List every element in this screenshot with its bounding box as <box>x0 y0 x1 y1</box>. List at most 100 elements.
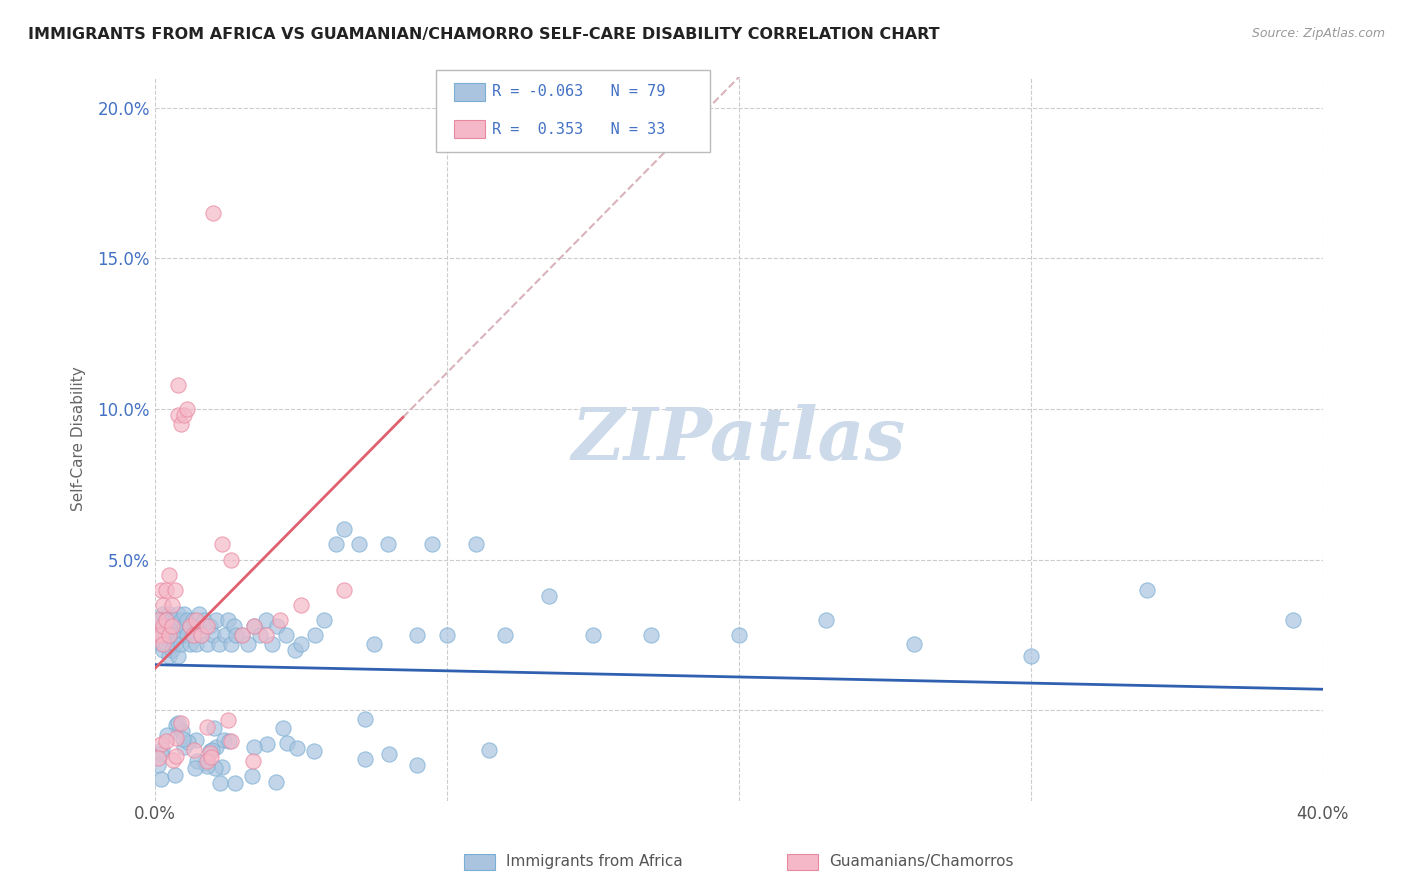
Point <box>214 628 236 642</box>
Point <box>149 747 172 761</box>
Point <box>1282 613 1305 627</box>
Point <box>157 628 180 642</box>
Point <box>478 742 501 756</box>
Point <box>183 761 205 775</box>
Point <box>183 743 205 757</box>
Point <box>290 637 312 651</box>
Point <box>163 768 186 782</box>
Point <box>269 613 291 627</box>
Point <box>266 775 288 789</box>
Point <box>152 598 174 612</box>
Point <box>160 643 183 657</box>
Point <box>200 749 222 764</box>
Point <box>205 613 228 627</box>
Point <box>152 619 174 633</box>
Point <box>211 537 233 551</box>
Point <box>172 724 194 739</box>
Point <box>167 628 190 642</box>
Point <box>256 737 278 751</box>
Point <box>243 619 266 633</box>
Point <box>271 722 294 736</box>
Point <box>254 613 277 627</box>
Point <box>157 607 180 621</box>
Point <box>582 628 605 642</box>
Text: R =  0.353   N = 33: R = 0.353 N = 33 <box>492 122 665 136</box>
Point <box>284 643 307 657</box>
Point <box>903 637 925 651</box>
Point <box>173 739 195 754</box>
Point <box>160 598 183 612</box>
Text: Immigrants from Africa: Immigrants from Africa <box>506 855 683 869</box>
Point <box>208 637 231 651</box>
Point <box>149 613 172 627</box>
Point <box>181 613 204 627</box>
Point <box>157 619 180 633</box>
Point <box>208 776 231 790</box>
Point <box>165 619 187 633</box>
Point <box>260 637 283 651</box>
Point <box>187 607 209 621</box>
Point <box>160 619 183 633</box>
Point <box>194 756 217 770</box>
Point <box>146 751 169 765</box>
Point <box>254 628 277 642</box>
Point <box>157 628 180 642</box>
Point <box>165 637 187 651</box>
Point <box>249 628 271 642</box>
Point <box>217 613 239 627</box>
Point <box>204 739 226 754</box>
Point <box>176 401 198 416</box>
Point <box>155 637 177 651</box>
Point <box>290 598 312 612</box>
Point <box>276 736 298 750</box>
Point <box>170 628 193 642</box>
Point <box>218 733 240 747</box>
Point <box>152 628 174 642</box>
Point <box>177 735 200 749</box>
Point <box>325 537 347 551</box>
Point <box>184 732 207 747</box>
Point <box>149 637 172 651</box>
Point <box>198 743 221 757</box>
Point <box>231 628 253 642</box>
Point <box>146 628 169 642</box>
Point <box>190 628 212 642</box>
Point <box>176 613 198 627</box>
Point <box>302 744 325 758</box>
Point <box>157 648 180 663</box>
Text: ZIPatlas: ZIPatlas <box>572 403 905 475</box>
Point <box>195 720 218 734</box>
Point <box>160 628 183 642</box>
Point <box>464 537 486 551</box>
Point <box>211 760 233 774</box>
Point <box>333 582 356 597</box>
Text: R = -0.063   N = 79: R = -0.063 N = 79 <box>492 85 665 99</box>
Point <box>200 746 222 760</box>
Point <box>165 718 187 732</box>
Point <box>242 755 264 769</box>
Point <box>170 613 193 627</box>
Point <box>266 619 288 633</box>
Point <box>219 734 242 748</box>
Point <box>285 740 308 755</box>
Point <box>377 537 399 551</box>
Point <box>406 628 429 642</box>
Point <box>304 628 326 642</box>
Point <box>146 619 169 633</box>
Point <box>165 613 187 627</box>
Point <box>155 613 177 627</box>
Point <box>150 737 173 751</box>
Point <box>333 523 356 537</box>
Point <box>1136 582 1159 597</box>
Point <box>200 743 222 757</box>
Point <box>353 751 375 765</box>
Point <box>202 628 225 642</box>
Point <box>149 628 172 642</box>
Point <box>378 747 401 761</box>
Point <box>204 761 226 775</box>
Point <box>184 613 207 627</box>
Point <box>173 607 195 621</box>
Point <box>190 628 212 642</box>
Point <box>193 613 215 627</box>
Point <box>347 537 370 551</box>
